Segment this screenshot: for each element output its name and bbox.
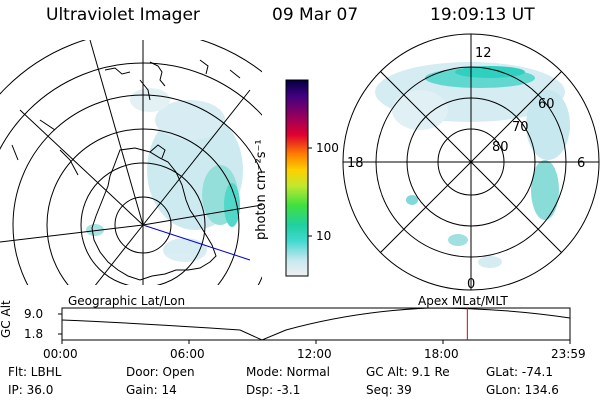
xtick-1200: 12:00 xyxy=(297,347,332,361)
colorbar-tick-10: 10 xyxy=(316,229,332,243)
info-gc-alt: GC Alt: 9.1 Re xyxy=(366,365,450,379)
xtick-1800: 18:00 xyxy=(424,347,459,361)
polar-plot xyxy=(342,33,600,291)
info-mode: Mode: Normal xyxy=(246,365,330,379)
geographic-map xyxy=(0,40,262,285)
time-label: 19:09:13 UT xyxy=(430,5,535,25)
xtick-0600: 06:00 xyxy=(170,347,205,361)
mlt-label-6: 6 xyxy=(577,156,586,171)
lat-label-80: 80 xyxy=(492,140,509,155)
mlt-label-0: 0 xyxy=(467,277,476,292)
geographic-title: Geographic Lat/Lon xyxy=(68,294,186,308)
colorbar xyxy=(285,79,312,277)
orbit-panel xyxy=(58,307,571,344)
instrument-title: Ultraviolet Imager xyxy=(46,5,200,25)
date-label: 09 Mar 07 xyxy=(272,5,359,25)
colorbar-unit-label: photon cm⁻²s⁻¹ xyxy=(254,139,269,240)
info-glat: GLat: -74.1 xyxy=(486,365,553,379)
apex-title: Apex MLat/MLT xyxy=(418,294,508,308)
orbit-ytick-bottom: 1.8 xyxy=(24,327,44,341)
orbit-ylabel: GC Alt xyxy=(0,300,13,338)
lat-label-70: 70 xyxy=(512,120,529,135)
aurora-emission-geo xyxy=(86,88,243,262)
orbit-ytick-top: 9.0 xyxy=(24,307,44,321)
info-door: Door: Open xyxy=(126,365,195,379)
info-glon: GLon: 134.6 xyxy=(486,383,559,397)
orbit-track-line xyxy=(142,224,251,261)
info-seq: Seq: 39 xyxy=(366,383,412,397)
info-ip: IP: 36.0 xyxy=(8,383,54,397)
mlt-label-12: 12 xyxy=(475,46,492,61)
xtick-2359: 23:59 xyxy=(551,347,586,361)
coastline-fragments xyxy=(11,59,241,176)
info-gain: Gain: 14 xyxy=(126,383,177,397)
mlt-label-18: 18 xyxy=(347,156,364,171)
lat-label-60: 60 xyxy=(538,97,555,112)
info-filter: Flt: LBHL xyxy=(8,365,62,379)
xtick-0000: 00:00 xyxy=(43,347,78,361)
altitude-curve xyxy=(61,307,571,341)
aurora-emission-polar xyxy=(375,62,570,268)
info-dsp: Dsp: -3.1 xyxy=(246,383,301,397)
continent-outline xyxy=(91,147,217,281)
colorbar-tick-100: 100 xyxy=(316,141,339,155)
